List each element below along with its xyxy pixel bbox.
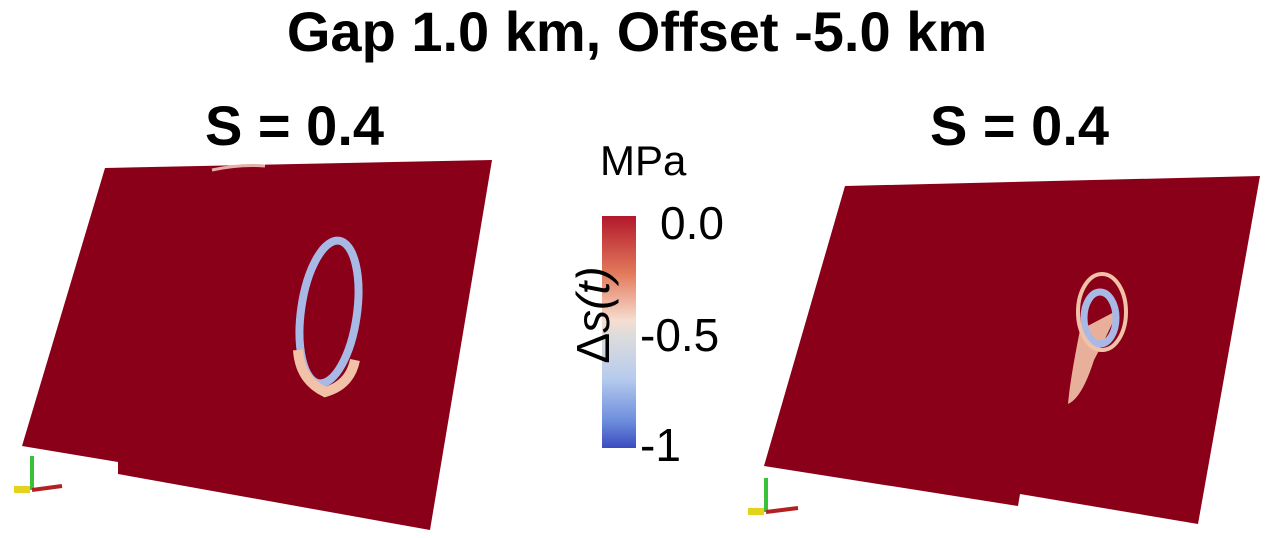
colorbar-label: Δs(t) <box>567 255 619 375</box>
rupture-ring-right-outer <box>1076 272 1128 352</box>
colorbar-label-prefix: Δ <box>567 332 619 364</box>
panel-title-right: S = 0.4 <box>930 94 1110 157</box>
figure-title: Gap 1.0 km, Offset -5.0 km <box>286 0 988 63</box>
rupture-tail-left <box>293 349 360 398</box>
fault-plane-left <box>22 160 492 530</box>
fault-plane-right <box>764 176 1260 524</box>
colorbar-label-var: s(t) <box>567 266 619 333</box>
colorbar-tick-max: 0.0 <box>660 197 724 249</box>
rupture-ring-right <box>1080 288 1120 348</box>
colorbar-tick-min: -1 <box>640 419 681 471</box>
fault-edge-artifact-left <box>211 164 266 172</box>
colorbar-tick-mid: -0.5 <box>640 309 720 361</box>
panel-title-left: S = 0.4 <box>205 94 385 157</box>
colorbar-unit: MPa <box>600 137 687 184</box>
axes-icon-right <box>748 478 799 515</box>
colorbar <box>602 216 636 448</box>
axes-icon-left <box>14 456 63 493</box>
